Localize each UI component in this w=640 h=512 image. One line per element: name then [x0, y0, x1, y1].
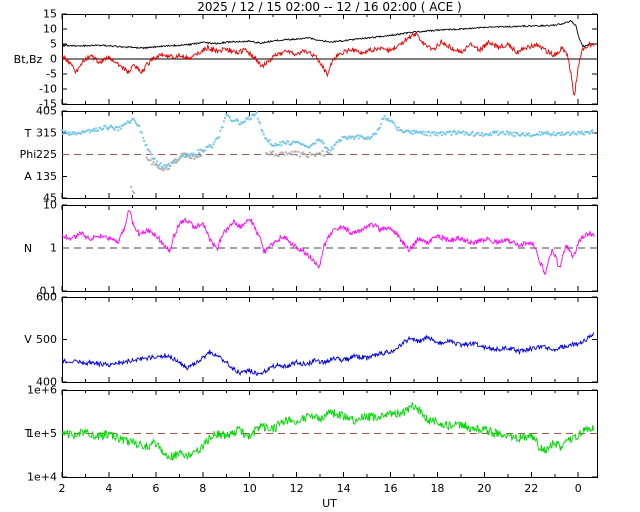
x-tick-label: 20: [477, 482, 491, 495]
y-tick-label: 400: [36, 376, 57, 389]
y-unit-label-a: A: [24, 170, 32, 183]
y-tick-label: 10: [43, 199, 57, 212]
chart-title: 2025 / 12 / 15 02:00 -- 12 / 16 02:00 ( …: [197, 0, 462, 14]
y-unit-label-temp-top: T: [24, 127, 32, 140]
x-tick-label: 0: [575, 482, 582, 495]
series-Phi-alt: [145, 150, 204, 172]
series-N: [61, 209, 595, 276]
y-tick-label: 10: [43, 23, 57, 36]
y-unit-label-density: N: [23, 242, 33, 255]
y-unit-label-btbz: Bt,Bz: [13, 53, 43, 66]
y-tick-label: 600: [36, 291, 57, 304]
panel-temperature: 1e+6 1e+5 1e+4: [27, 384, 598, 484]
x-tick-label: 12: [290, 482, 304, 495]
series-Phi: [60, 111, 595, 170]
x-tick-label: 2: [59, 482, 66, 495]
y-tick-label: 1e+4: [27, 471, 57, 484]
y-tick-label: 1: [50, 242, 57, 255]
y-tick-label: 15: [43, 8, 57, 21]
y-tick-label: 315: [36, 126, 57, 139]
series-Bt: [61, 19, 595, 50]
x-tick-label: 6: [152, 482, 159, 495]
x-tick-label: 18: [430, 482, 444, 495]
series-V: [61, 332, 595, 377]
panel-speed: 600 500 400: [36, 291, 598, 389]
panel-phi-angle: 405 315 225 135 45: [36, 105, 598, 205]
panel-border: [62, 297, 598, 383]
y-tick-label: 5: [50, 38, 57, 51]
y-tick-label: -5: [46, 68, 57, 81]
panel-density: 10 1 0.1: [40, 199, 598, 298]
series-Phi-alt: [265, 150, 330, 159]
y-unit-label-phi: Phi: [19, 148, 37, 161]
series-T: [61, 401, 595, 462]
x-tick-label: 22: [524, 482, 538, 495]
y-tick-label: 0.1: [40, 285, 58, 298]
y-tick-label: -10: [39, 83, 57, 96]
x-tick-label: 16: [384, 482, 398, 495]
x-tick-label: 4: [105, 482, 112, 495]
x-tick-label: 14: [337, 482, 351, 495]
y-tick-label: 225: [36, 148, 57, 161]
x-tick-label: 10: [243, 482, 257, 495]
x-tick-label: 8: [199, 482, 206, 495]
y-unit-label-speed: V: [24, 333, 32, 346]
y-tick-label: 45: [43, 192, 57, 205]
y-tick-label: 500: [36, 333, 57, 346]
y-tick-label: 135: [36, 170, 57, 183]
y-tick-label: 0: [50, 53, 57, 66]
y-tick-label: -15: [39, 98, 57, 111]
y-tick-label: 1e+6: [27, 384, 57, 397]
y-tick-label: 1e+5: [27, 427, 57, 440]
panel-magnetic-field: 15 10 5 0 -5 -10 -15: [39, 8, 598, 111]
x-axis-label: UT: [322, 497, 337, 510]
series-Phi-alt: [130, 185, 136, 195]
y-tick-label: 405: [36, 105, 57, 118]
y-unit-label-temperature: T: [24, 427, 32, 440]
series-Bz: [61, 31, 595, 96]
